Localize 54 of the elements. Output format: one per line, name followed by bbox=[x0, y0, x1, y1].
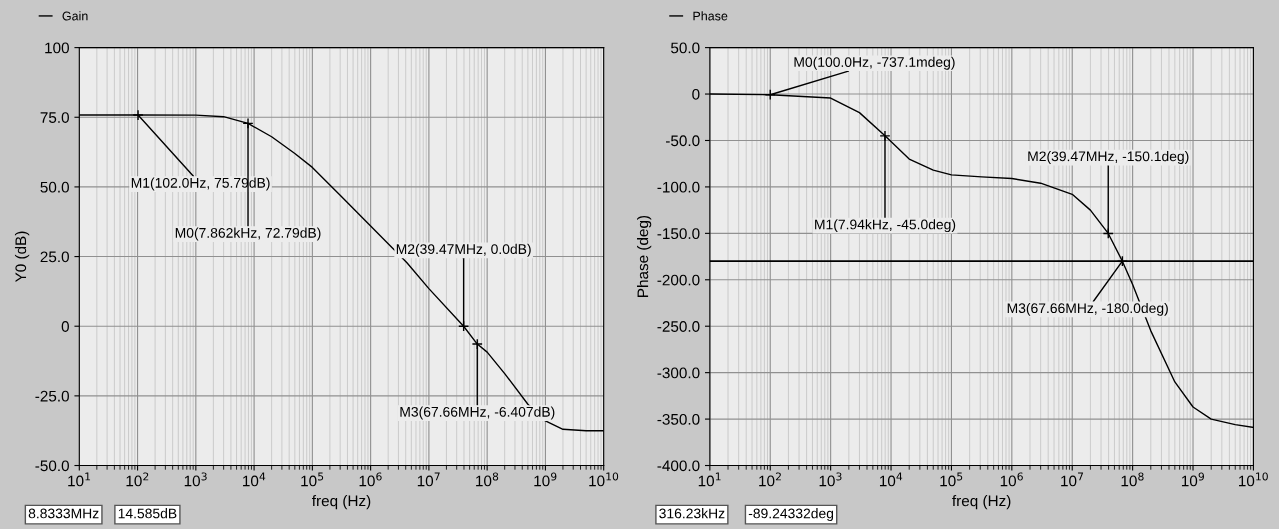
x-tick-label: 10$^{10}$ bbox=[1239, 472, 1268, 487]
y-tick-label: 0 bbox=[692, 88, 700, 100]
x-tick-label: 10$^{3}$ bbox=[184, 472, 207, 487]
annotation: M1(7.94kHz, -45.0deg) bbox=[815, 219, 956, 233]
x-tick-label: 10$^{5}$ bbox=[940, 472, 963, 487]
y-tick-label: -350.0 bbox=[657, 413, 700, 425]
y-tick-label: -25.0 bbox=[35, 390, 69, 402]
x-tick-label: 10$^{2}$ bbox=[126, 472, 149, 487]
x-tick-label: 10$^{4}$ bbox=[243, 472, 266, 487]
annotation: M0(7.862kHz, 72.79dB) bbox=[175, 227, 321, 241]
y-tick-label: -400.0 bbox=[657, 460, 700, 472]
y-tick-label: 0 bbox=[61, 321, 69, 332]
x-tick-label: 10$^{7}$ bbox=[417, 472, 440, 487]
x-tick-label: 10$^{10}$ bbox=[589, 472, 619, 487]
x-tick-label: 10$^{5}$ bbox=[301, 472, 324, 487]
y-axis-title: Y0 (dB) bbox=[14, 231, 30, 283]
legend-label: Phase bbox=[693, 11, 728, 21]
annotation: M3(67.66MHz, -180.0deg) bbox=[1007, 302, 1168, 316]
x-tick-label: 10$^{1}$ bbox=[698, 472, 721, 487]
x-axis-title: freq (Hz) bbox=[312, 495, 371, 510]
x-tick-label: 10$^{9}$ bbox=[534, 472, 557, 487]
x-tick-label: 10$^{9}$ bbox=[1181, 472, 1204, 487]
y-tick-label: -150.0 bbox=[657, 228, 700, 240]
x-tick-label: 10$^{8}$ bbox=[476, 472, 499, 487]
x-tick-label: 10$^{4}$ bbox=[879, 472, 903, 487]
x-tick-label: 10$^{2}$ bbox=[759, 472, 781, 487]
x-tick-label: 10$^{6}$ bbox=[1000, 472, 1023, 487]
y-tick-label: -300.0 bbox=[657, 367, 700, 379]
x-tick-label: 10$^{8}$ bbox=[1121, 472, 1144, 487]
x-tick-label: 10$^{3}$ bbox=[819, 472, 842, 487]
y-tick-label: -200.0 bbox=[657, 274, 700, 286]
annotation: M2(39.47MHz, -150.1deg) bbox=[1028, 151, 1189, 164]
legend-label: Gain bbox=[62, 11, 88, 21]
y-tick-label: 100 bbox=[45, 42, 69, 54]
text: 14.585dB bbox=[118, 508, 177, 519]
y-tick-label: -50.0 bbox=[665, 135, 700, 147]
text: 8.8333MHz bbox=[28, 508, 99, 519]
text: 316.23kHz bbox=[659, 508, 725, 519]
y-axis-title: Phase (deg) bbox=[637, 215, 652, 297]
x-tick-label: 10$^{6}$ bbox=[359, 472, 382, 487]
text: -89.24332deg bbox=[748, 508, 834, 522]
y-tick-label: 25.0 bbox=[40, 251, 69, 263]
annotation: M2(39.47MHz, 0.0dB) bbox=[396, 243, 531, 257]
y-tick-label: -50.0 bbox=[35, 460, 69, 472]
y-tick-label: -100.0 bbox=[657, 181, 700, 193]
y-tick-label: -250.0 bbox=[657, 321, 700, 332]
annotation: M0(100.0Hz, -737.1mdeg) bbox=[794, 56, 955, 70]
x-axis-title: freq (Hz) bbox=[952, 495, 1011, 510]
annotation: M3(67.66MHz, -6.407dB) bbox=[400, 406, 555, 420]
y-tick-label: 75.0 bbox=[40, 112, 69, 123]
x-tick-label: 10$^{7}$ bbox=[1061, 472, 1084, 487]
y-tick-label: 50.0 bbox=[671, 42, 700, 54]
x-tick-label: 10$^{1}$ bbox=[68, 472, 91, 487]
y-tick-label: 50.0 bbox=[40, 181, 69, 193]
